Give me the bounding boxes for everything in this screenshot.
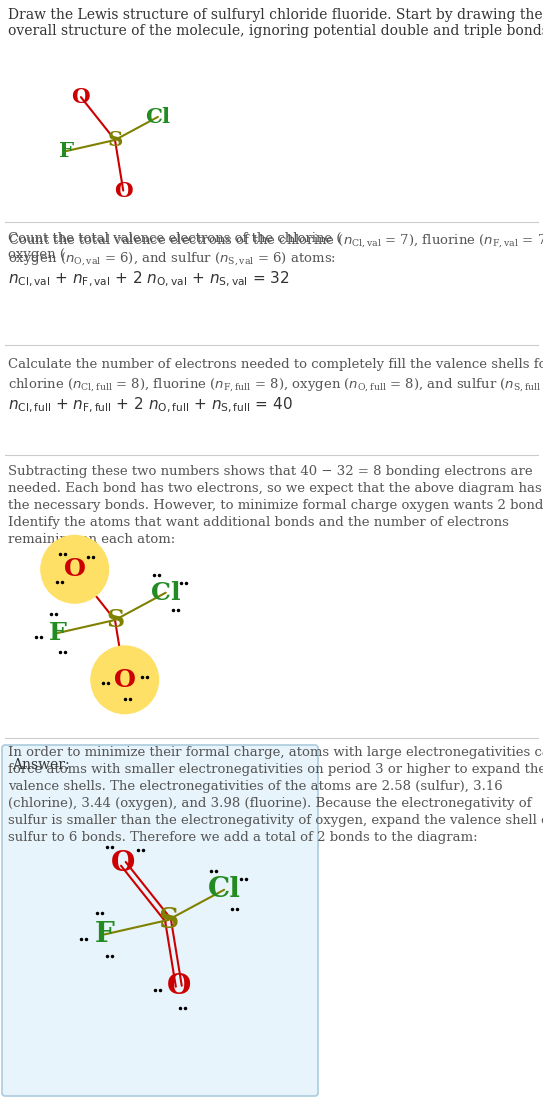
Text: O: O [72, 87, 90, 108]
Text: O: O [113, 668, 136, 692]
Text: Count the total valence electrons of the chlorine ($n_{\mathregular{Cl,val}}$ = : Count the total valence electrons of the… [8, 231, 543, 249]
Text: O: O [114, 181, 132, 201]
Text: Cl: Cl [207, 877, 241, 903]
Text: S: S [158, 906, 178, 934]
Text: In order to minimize their formal charge, atoms with large electronegativities c: In order to minimize their formal charge… [8, 746, 543, 844]
Text: oxygen (: oxygen ( [8, 248, 65, 261]
Text: O: O [64, 557, 86, 581]
Text: O: O [111, 850, 136, 878]
Text: Calculate the number of electrons needed to completely fill the valence shells f: Calculate the number of electrons needed… [8, 358, 543, 371]
Ellipse shape [41, 535, 109, 603]
Text: Cl: Cl [146, 106, 171, 127]
Text: O: O [167, 973, 191, 999]
Text: F: F [49, 621, 67, 645]
Text: Answer:: Answer: [12, 758, 70, 772]
Text: S: S [106, 608, 124, 632]
Text: Subtracting these two numbers shows that 40 − 32 = 8 bonding electrons are
neede: Subtracting these two numbers shows that… [8, 465, 543, 546]
Text: $n_{\mathregular{Cl,val}}$ + $n_{\mathregular{F,val}}$ + 2 $n_{\mathregular{O,va: $n_{\mathregular{Cl,val}}$ + $n_{\mathre… [8, 270, 289, 290]
Text: S: S [108, 131, 123, 150]
Text: oxygen ($n_{\mathregular{O,val}}$ = 6), and sulfur ($n_{\mathregular{S,val}}$ = : oxygen ($n_{\mathregular{O,val}}$ = 6), … [8, 250, 336, 267]
Text: F: F [59, 142, 74, 161]
Text: F: F [94, 920, 115, 948]
Ellipse shape [91, 646, 159, 714]
Text: Draw the Lewis structure of sulfuryl chloride fluoride. Start by drawing the
ove: Draw the Lewis structure of sulfuryl chl… [8, 8, 543, 38]
Text: Cl: Cl [151, 580, 180, 604]
Text: $n_{\mathregular{Cl,full}}$ + $n_{\mathregular{F,full}}$ + 2 $n_{\mathregular{O,: $n_{\mathregular{Cl,full}}$ + $n_{\mathr… [8, 396, 293, 416]
Text: Count the total valence electrons of the chlorine (: Count the total valence electrons of the… [8, 231, 342, 245]
Text: chlorine ($n_{\mathregular{Cl,full}}$ = 8), fluorine ($n_{\mathregular{F,full}}$: chlorine ($n_{\mathregular{Cl,full}}$ = … [8, 376, 543, 393]
FancyBboxPatch shape [2, 745, 318, 1096]
